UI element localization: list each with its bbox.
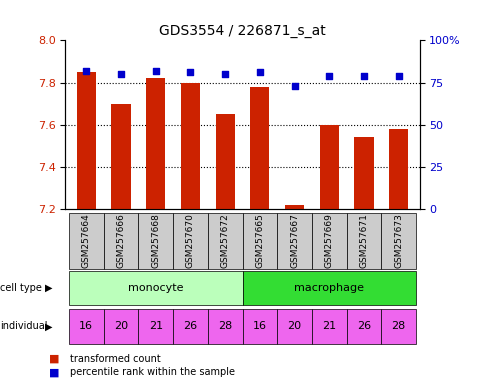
Text: GSM257668: GSM257668: [151, 214, 160, 268]
Bar: [380, 213, 415, 269]
Title: GDS3554 / 226871_s_at: GDS3554 / 226871_s_at: [159, 24, 325, 38]
Text: 28: 28: [391, 321, 405, 331]
Text: percentile rank within the sample: percentile rank within the sample: [70, 367, 235, 377]
Text: ■: ■: [48, 354, 59, 364]
Text: 16: 16: [79, 321, 93, 331]
Bar: [111, 104, 130, 209]
Bar: [277, 213, 311, 269]
Bar: [354, 137, 373, 209]
Text: macrophage: macrophage: [294, 283, 363, 293]
Point: [82, 68, 90, 74]
Text: 26: 26: [356, 321, 370, 331]
Bar: [69, 309, 104, 344]
Text: 21: 21: [149, 321, 163, 331]
Bar: [104, 213, 138, 269]
Bar: [346, 309, 380, 344]
Text: GSM257670: GSM257670: [185, 214, 195, 268]
Text: GSM257669: GSM257669: [324, 214, 333, 268]
Text: individual: individual: [0, 321, 48, 331]
Text: GSM257664: GSM257664: [82, 214, 91, 268]
Point: [117, 71, 125, 77]
Bar: [242, 213, 277, 269]
Bar: [215, 114, 234, 209]
Bar: [138, 309, 173, 344]
Text: ▶: ▶: [45, 283, 52, 293]
Bar: [146, 78, 165, 209]
Text: 20: 20: [114, 321, 128, 331]
Text: 28: 28: [218, 321, 232, 331]
Bar: [69, 213, 104, 269]
Bar: [346, 213, 380, 269]
Bar: [250, 87, 269, 209]
Text: 20: 20: [287, 321, 301, 331]
Text: transformed count: transformed count: [70, 354, 161, 364]
Bar: [207, 213, 242, 269]
Point: [394, 73, 402, 79]
Text: cell type: cell type: [0, 283, 42, 293]
Bar: [319, 125, 338, 209]
Bar: [311, 309, 346, 344]
Text: 16: 16: [252, 321, 266, 331]
Text: ■: ■: [48, 367, 59, 377]
Bar: [104, 309, 138, 344]
Text: GSM257666: GSM257666: [116, 214, 125, 268]
Text: ▶: ▶: [45, 321, 52, 331]
Text: GSM257672: GSM257672: [220, 214, 229, 268]
Text: monocyte: monocyte: [128, 283, 183, 293]
Bar: [173, 309, 207, 344]
Bar: [138, 213, 173, 269]
Bar: [380, 309, 415, 344]
Bar: [76, 72, 96, 209]
Point: [359, 73, 367, 79]
Point: [151, 68, 159, 74]
Bar: [181, 83, 199, 209]
Point: [290, 83, 298, 89]
Bar: [69, 271, 242, 305]
Text: GSM257665: GSM257665: [255, 214, 264, 268]
Text: GSM257667: GSM257667: [289, 214, 299, 268]
Bar: [388, 129, 408, 209]
Bar: [242, 271, 415, 305]
Bar: [285, 205, 303, 209]
Point: [186, 70, 194, 76]
Bar: [173, 213, 207, 269]
Point: [221, 71, 228, 77]
Text: 21: 21: [321, 321, 335, 331]
Text: GSM257671: GSM257671: [359, 214, 368, 268]
Text: GSM257673: GSM257673: [393, 214, 402, 268]
Bar: [207, 309, 242, 344]
Point: [325, 73, 333, 79]
Bar: [242, 309, 277, 344]
Text: 26: 26: [183, 321, 197, 331]
Point: [256, 70, 263, 76]
Bar: [311, 213, 346, 269]
Bar: [277, 309, 311, 344]
